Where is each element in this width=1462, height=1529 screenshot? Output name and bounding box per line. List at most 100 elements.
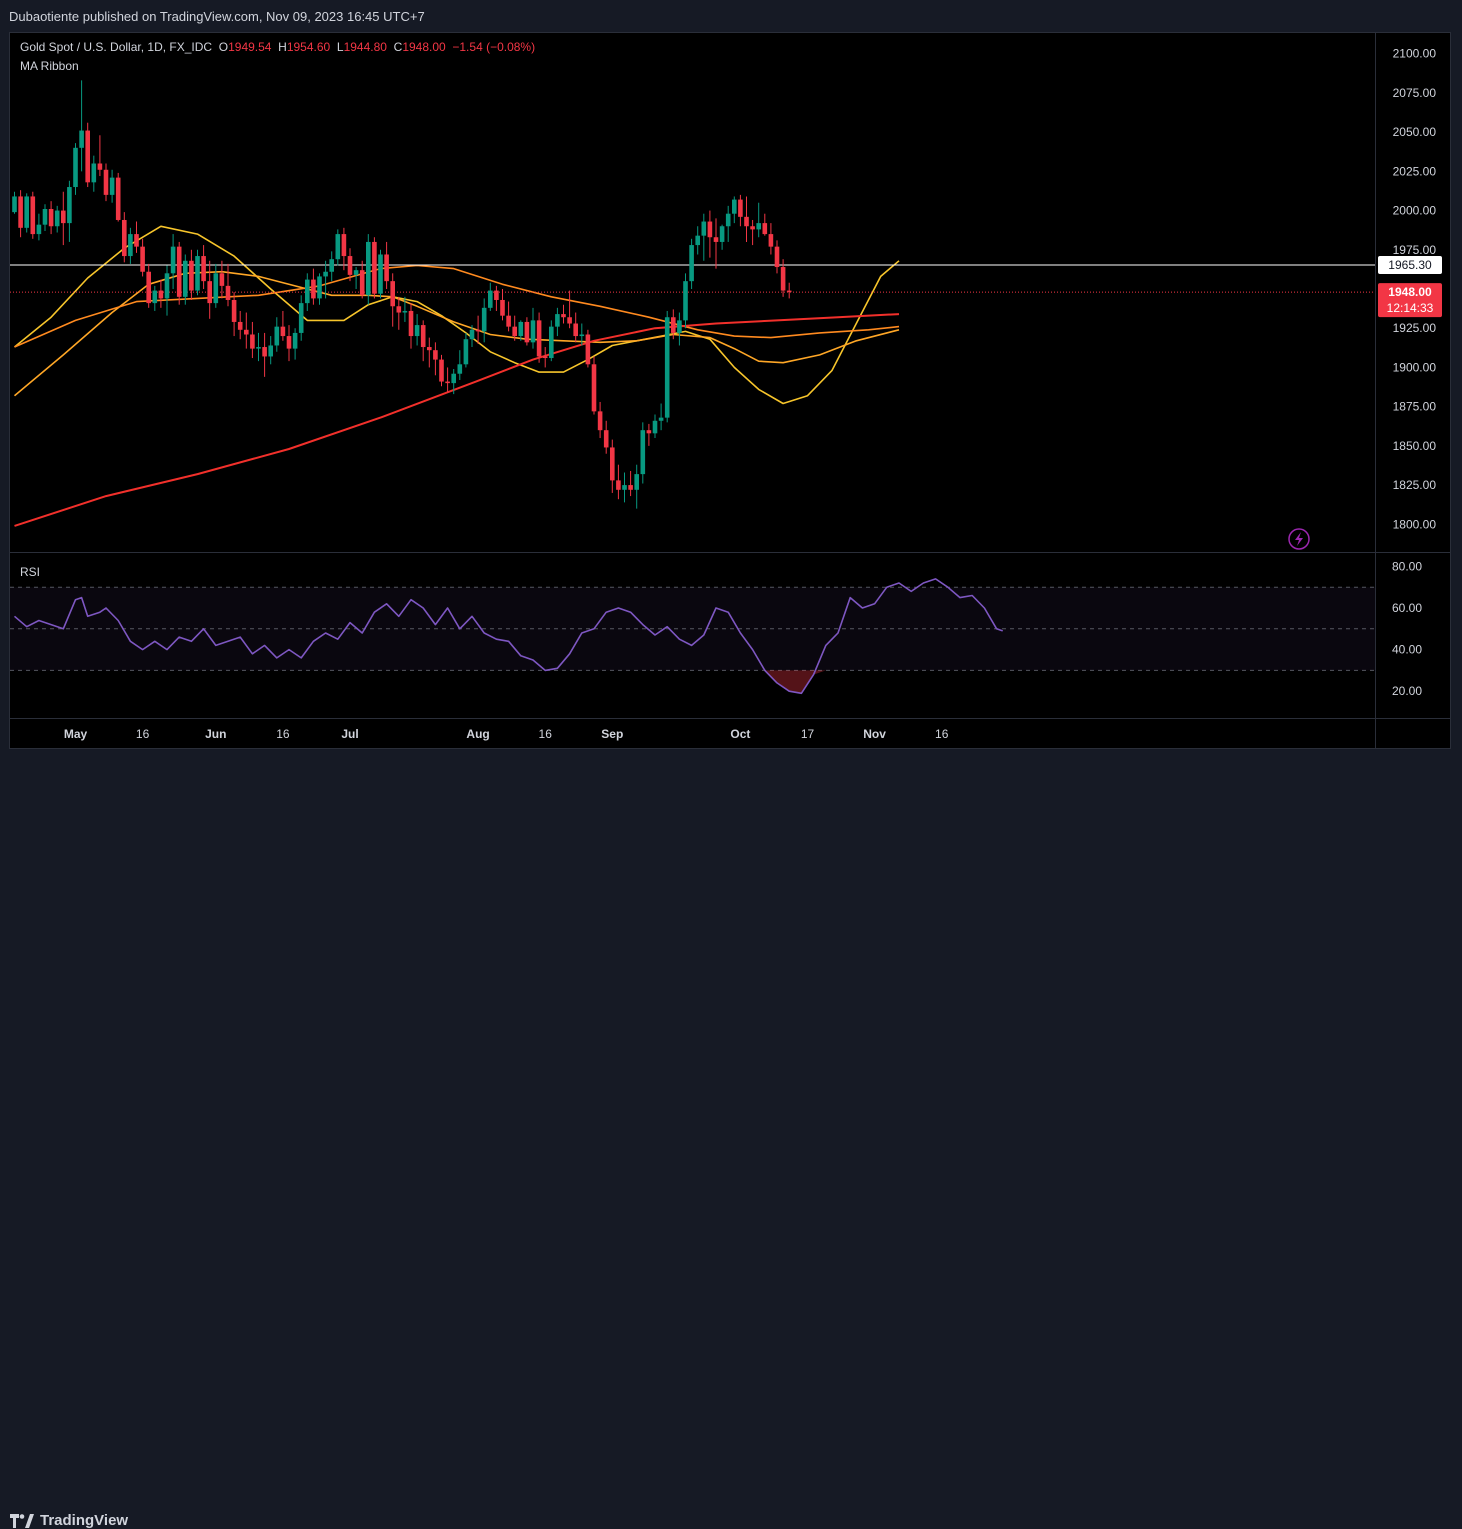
candle xyxy=(323,260,328,299)
candle xyxy=(610,439,615,493)
candle-body xyxy=(164,273,170,299)
candle-body xyxy=(652,420,658,434)
rsi-legend[interactable]: RSI xyxy=(20,565,41,579)
candle xyxy=(500,289,505,321)
rsi-line xyxy=(13,578,1003,695)
candle-body xyxy=(128,234,133,257)
candle xyxy=(18,190,23,238)
candle-body xyxy=(597,411,603,431)
candle-body xyxy=(500,299,505,316)
candle-body xyxy=(646,430,652,434)
candle xyxy=(378,249,383,299)
candle xyxy=(506,301,511,332)
candle xyxy=(433,342,438,376)
ma-20-line xyxy=(13,225,900,405)
candle xyxy=(591,356,597,415)
candle-body xyxy=(634,474,639,490)
candle xyxy=(738,194,743,227)
candle-body xyxy=(213,273,219,304)
candle-body xyxy=(103,169,109,195)
candle-body xyxy=(73,147,78,188)
rsi-tick-label: 40.00 xyxy=(1392,643,1422,657)
candle-body xyxy=(134,234,139,247)
rsi-oversold-fill xyxy=(764,670,826,694)
candle xyxy=(451,369,456,395)
candle xyxy=(91,155,97,192)
candle xyxy=(286,325,292,362)
candle xyxy=(677,312,682,346)
candle-body xyxy=(36,224,42,235)
candle-body xyxy=(616,480,621,490)
time-tick-label: Nov xyxy=(863,727,886,741)
candle-body xyxy=(219,273,225,286)
candle xyxy=(671,309,676,340)
candle-body xyxy=(347,256,353,275)
candle-body xyxy=(97,163,103,170)
candle-body xyxy=(341,234,347,257)
candle-body xyxy=(140,246,145,272)
last-price-label: 1948.00 xyxy=(1388,285,1432,299)
indicator-legend[interactable]: MA Ribbon xyxy=(20,59,79,73)
candle xyxy=(701,213,707,261)
candle-body xyxy=(158,290,164,299)
candle xyxy=(79,80,84,172)
candle xyxy=(536,312,542,363)
candle-body xyxy=(512,326,517,337)
price-tick-label: 2000.00 xyxy=(1393,204,1437,218)
candle-body xyxy=(524,321,530,343)
candle xyxy=(61,191,66,246)
candle xyxy=(42,204,48,231)
candle xyxy=(475,315,481,344)
price-tick-label: 2050.00 xyxy=(1393,125,1437,139)
candle-body xyxy=(433,350,438,360)
candle-body xyxy=(329,259,334,272)
candle xyxy=(780,259,786,297)
candle xyxy=(97,135,103,177)
candle-body xyxy=(695,235,700,246)
candle xyxy=(201,245,206,289)
candle-body xyxy=(24,196,29,228)
candle xyxy=(750,219,755,246)
tradingview-logo[interactable]: TradingView xyxy=(10,1512,128,1529)
candle xyxy=(311,268,316,305)
candle xyxy=(384,241,389,289)
ma-200-line xyxy=(14,313,900,527)
tradingview-logo-icon xyxy=(10,1513,34,1528)
time-tick-label: Aug xyxy=(466,727,489,741)
candle-body xyxy=(384,254,389,282)
candle-body xyxy=(683,281,688,321)
time-tick-label: 17 xyxy=(801,727,815,741)
candle-body xyxy=(536,320,542,357)
candle-body xyxy=(707,221,713,238)
candle xyxy=(152,285,158,311)
candle xyxy=(140,238,145,277)
candle-body xyxy=(603,430,609,448)
level-price-tag xyxy=(1378,255,1442,274)
published-caption: Dubaotiente published on TradingView.com… xyxy=(9,9,425,24)
price-tick-label: 1900.00 xyxy=(1393,360,1437,374)
candle xyxy=(774,240,780,274)
candle-body xyxy=(207,281,212,304)
candle xyxy=(73,143,78,195)
candle-body xyxy=(262,347,267,357)
price-tick-label: 1800.00 xyxy=(1393,517,1437,531)
candle-body xyxy=(628,485,633,490)
candle-body xyxy=(475,329,481,332)
candle-body xyxy=(256,347,261,349)
candle xyxy=(176,241,182,305)
candle xyxy=(366,234,371,305)
candle xyxy=(402,296,408,322)
candle-body xyxy=(195,256,200,291)
chart-canvas[interactable]: 2100.00 2075.00 2050.00 2025.00 2000.00 1975.… xyxy=(0,0,1462,788)
time-tick-label: 16 xyxy=(136,727,150,741)
symbol-legend: Gold Spot / U.S. Dollar, 1D, FX_IDC O194… xyxy=(20,40,536,54)
price-tick-label: 1850.00 xyxy=(1393,439,1437,453)
candle xyxy=(488,282,493,311)
candle xyxy=(347,248,353,282)
chart-frame xyxy=(9,32,1451,749)
candle xyxy=(683,273,688,329)
candle xyxy=(262,332,267,377)
candle xyxy=(274,317,280,352)
candle xyxy=(573,312,578,343)
candle-body xyxy=(732,199,737,214)
